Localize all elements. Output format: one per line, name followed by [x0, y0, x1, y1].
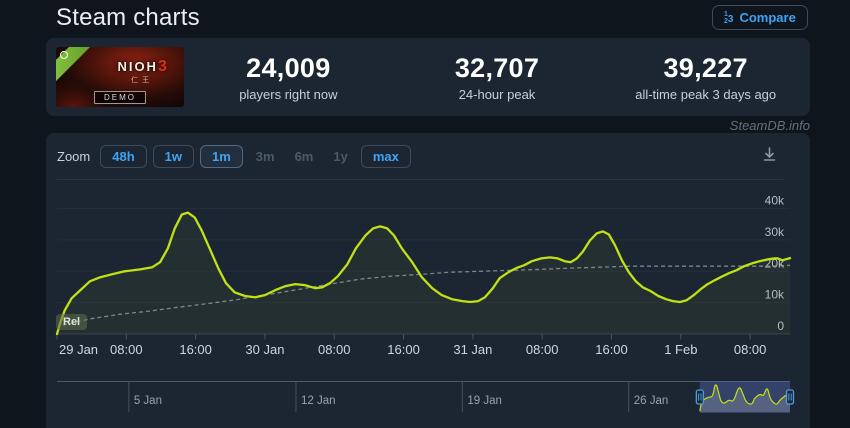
- steamdb-watermark: SteamDB.info: [729, 118, 810, 133]
- y-axis-label-10k: 10k: [765, 288, 785, 302]
- navigator-handle-right[interactable]: [785, 389, 795, 405]
- players-line: [55, 211, 792, 336]
- zoom-range-button-3m: 3m: [249, 145, 282, 168]
- zoom-range-button-max[interactable]: max: [360, 145, 411, 168]
- stat-24h-peak: 32,707 24-hour peak: [393, 53, 602, 102]
- game-logo-title: NIOH: [117, 59, 158, 74]
- current-players-value: 24,009: [246, 52, 331, 83]
- current-players-label: players right now: [239, 86, 338, 102]
- zoom-range-button-48h[interactable]: 48h: [100, 145, 147, 168]
- navigator-label-5 Jan: 5 Jan: [134, 395, 162, 407]
- release-marker-flag[interactable]: Rel: [56, 314, 88, 330]
- x-axis-label: 16:00: [387, 342, 420, 357]
- x-axis-label: 16:00: [179, 342, 212, 357]
- zoom-range-button-1m[interactable]: 1m: [199, 145, 243, 168]
- game-capsule-image[interactable]: NIOH3 仁王 DEMO: [56, 47, 184, 107]
- navigator-handle-left[interactable]: [695, 389, 704, 405]
- x-axis-label: 1 Feb: [664, 342, 697, 357]
- game-logo-number: 3: [157, 58, 167, 75]
- page-title: Steam charts: [56, 4, 200, 31]
- y-axis-label-40k: 40k: [765, 194, 785, 208]
- x-axis-label: 29 Jan: [59, 342, 98, 357]
- players-area-fill: [57, 212, 790, 334]
- stats-panel: NIOH3 仁王 DEMO 24,009 players right now 3…: [46, 38, 810, 116]
- compare-button-label: Compare: [739, 10, 796, 25]
- navigator-mini-area: [699, 384, 790, 412]
- x-axis-label: 08:00: [318, 342, 351, 357]
- x-axis-label: 16:00: [595, 342, 628, 357]
- x-axis-label: 08:00: [110, 342, 143, 357]
- peak24-value: 32,707: [454, 52, 540, 83]
- navigator-label-26 Jan: 26 Jan: [634, 395, 669, 407]
- zoom-buttons-group: 48h 1w 1m 3m 6m 1y max: [100, 145, 411, 168]
- game-logo-kanji: 仁王: [131, 77, 154, 84]
- compare-icon: 1 2 3: [724, 11, 733, 25]
- compare-icon-digit: 1: [724, 10, 728, 18]
- stat-current-players: 24,009 players right now: [184, 53, 393, 102]
- y-axis-label-0: 0: [777, 319, 784, 333]
- stat-alltime-peak: 39,227 all-time peak 3 days ago: [601, 53, 810, 102]
- zoom-range-button-1y: 1y: [326, 145, 354, 168]
- navigator-label-12 Jan: 12 Jan: [301, 395, 336, 407]
- peak24-label: 24-hour peak: [458, 86, 536, 102]
- navigator-label-19 Jan: 19 Jan: [467, 395, 502, 407]
- zoom-label: Zoom: [57, 149, 91, 164]
- zoom-toolbar: Zoom 48h 1w 1m 3m 6m 1y max: [57, 144, 411, 169]
- x-axis-label: 08:00: [734, 342, 767, 357]
- download-icon[interactable]: [762, 147, 777, 162]
- zoom-range-button-6m: 6m: [288, 145, 321, 168]
- y-axis-label-30k: 30k: [765, 225, 785, 239]
- navigator-mini-line: [699, 384, 791, 412]
- alltime-label: all-time peak 3 days ago: [635, 86, 777, 102]
- zoom-range-button-1w[interactable]: 1w: [152, 145, 194, 168]
- compare-button[interactable]: 1 2 3 Compare: [712, 5, 808, 30]
- x-axis-label: 30 Jan: [245, 342, 284, 357]
- x-axis-label: 08:00: [526, 342, 559, 357]
- compare-icon-digit: 3: [727, 13, 734, 25]
- demo-badge: DEMO: [94, 91, 146, 104]
- toolbar-divider: [57, 179, 783, 180]
- alltime-value: 39,227: [663, 52, 748, 83]
- compare-icon-digit: 2: [724, 17, 728, 25]
- game-logo: NIOH3 仁王: [117, 58, 167, 85]
- x-axis-label: 31 Jan: [453, 342, 492, 357]
- ribbon-icon: [60, 51, 68, 59]
